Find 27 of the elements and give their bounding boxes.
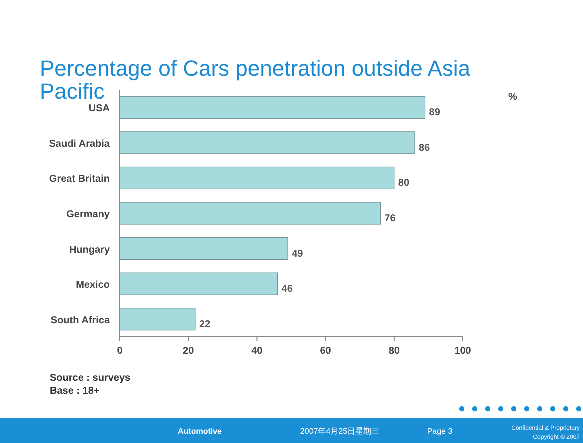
y-tick-label: USA — [88, 104, 110, 115]
y-tick-label: Mexico — [76, 280, 110, 292]
data-label: 80 — [398, 178, 410, 190]
y-tick-label: Hungary — [69, 244, 110, 256]
x-axis-title: % — [508, 92, 518, 103]
x-tick-label: 20 — [183, 346, 195, 357]
text: Automotive — [178, 427, 223, 436]
data-label: 76 — [384, 214, 396, 224]
x-tick-label: 40 — [252, 346, 264, 357]
data-label: 89 — [429, 108, 441, 119]
text: Base : 18+ — [50, 386, 100, 397]
data-label: 86 — [418, 142, 431, 154]
y-tick-label: Saudi Arabia — [49, 138, 110, 150]
source-note: Source : surveys — [50, 373, 132, 384]
x-tick-label: 60 — [320, 346, 332, 357]
data-label: 22 — [199, 319, 212, 330]
y-tick-label: South Africa — [50, 315, 110, 326]
x-tick-label: 100 — [454, 346, 472, 357]
y-tick-label: Great Britain — [49, 174, 110, 186]
x-tick-label: 80 — [388, 346, 400, 357]
data-label: 46 — [282, 284, 294, 296]
text: 2007年4月25日星期三 — [300, 427, 380, 436]
data-label: 49 — [292, 248, 304, 260]
title: Percentage of Cars penetration outside Asia Pacific — [40, 56, 470, 104]
x-tick-label: 0 — [117, 346, 124, 357]
text: Page 3 — [427, 427, 454, 436]
y-tick-label: Germany — [66, 210, 110, 220]
